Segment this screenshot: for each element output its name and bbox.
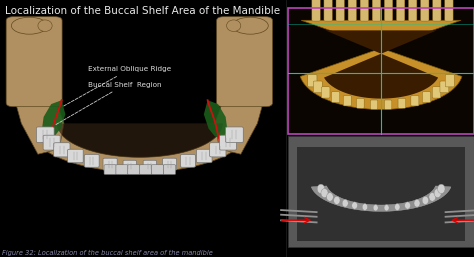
FancyBboxPatch shape xyxy=(163,158,177,170)
FancyBboxPatch shape xyxy=(196,149,212,163)
FancyBboxPatch shape xyxy=(433,0,441,21)
FancyBboxPatch shape xyxy=(6,17,62,107)
FancyBboxPatch shape xyxy=(308,75,317,87)
Ellipse shape xyxy=(438,184,445,194)
FancyBboxPatch shape xyxy=(409,0,417,21)
FancyBboxPatch shape xyxy=(398,98,406,108)
Text: Buccal Shelf  Region: Buccal Shelf Region xyxy=(56,82,161,125)
FancyBboxPatch shape xyxy=(128,165,140,175)
FancyBboxPatch shape xyxy=(420,0,429,21)
Text: Figure 32: Localization of the buccal shelf area of the mandible: Figure 32: Localization of the buccal sh… xyxy=(2,250,213,256)
Ellipse shape xyxy=(362,204,367,210)
Ellipse shape xyxy=(414,199,420,207)
Ellipse shape xyxy=(317,184,325,194)
Ellipse shape xyxy=(429,193,436,201)
FancyBboxPatch shape xyxy=(360,0,369,21)
FancyBboxPatch shape xyxy=(384,0,393,21)
FancyBboxPatch shape xyxy=(372,0,381,21)
FancyBboxPatch shape xyxy=(312,0,320,21)
FancyBboxPatch shape xyxy=(103,158,117,170)
Ellipse shape xyxy=(373,205,378,211)
FancyBboxPatch shape xyxy=(104,165,116,175)
FancyBboxPatch shape xyxy=(226,127,243,142)
FancyBboxPatch shape xyxy=(217,17,273,107)
FancyBboxPatch shape xyxy=(356,98,364,108)
FancyBboxPatch shape xyxy=(331,92,340,103)
Polygon shape xyxy=(14,98,64,154)
FancyBboxPatch shape xyxy=(445,0,453,21)
Ellipse shape xyxy=(11,17,47,34)
FancyBboxPatch shape xyxy=(84,154,99,167)
Text: Localization of the Buccal Shelf Area of the Mandible: Localization of the Buccal Shelf Area of… xyxy=(5,6,280,16)
FancyBboxPatch shape xyxy=(116,165,128,175)
Ellipse shape xyxy=(395,204,400,210)
Polygon shape xyxy=(215,98,264,154)
FancyBboxPatch shape xyxy=(68,149,83,163)
FancyBboxPatch shape xyxy=(313,81,322,93)
FancyBboxPatch shape xyxy=(210,143,226,157)
Bar xyxy=(288,8,474,134)
Polygon shape xyxy=(311,186,451,211)
FancyBboxPatch shape xyxy=(336,0,345,21)
FancyBboxPatch shape xyxy=(139,165,152,175)
FancyBboxPatch shape xyxy=(445,75,455,87)
Ellipse shape xyxy=(321,189,328,198)
FancyBboxPatch shape xyxy=(370,100,378,109)
Ellipse shape xyxy=(232,17,268,34)
FancyBboxPatch shape xyxy=(36,127,54,142)
Polygon shape xyxy=(57,123,223,157)
Polygon shape xyxy=(28,123,251,172)
FancyBboxPatch shape xyxy=(181,154,195,167)
Text: External Oblique Ridge: External Oblique Ridge xyxy=(63,66,171,107)
Ellipse shape xyxy=(422,196,428,204)
Polygon shape xyxy=(324,30,438,99)
FancyBboxPatch shape xyxy=(348,0,356,21)
Ellipse shape xyxy=(384,205,389,211)
Ellipse shape xyxy=(327,193,333,201)
Polygon shape xyxy=(42,100,65,139)
Ellipse shape xyxy=(334,196,340,204)
FancyBboxPatch shape xyxy=(43,135,60,150)
FancyBboxPatch shape xyxy=(396,0,405,21)
FancyBboxPatch shape xyxy=(163,165,175,175)
FancyBboxPatch shape xyxy=(411,96,419,106)
FancyBboxPatch shape xyxy=(432,87,441,98)
FancyBboxPatch shape xyxy=(384,100,392,109)
Polygon shape xyxy=(300,20,462,109)
Ellipse shape xyxy=(352,202,357,209)
FancyBboxPatch shape xyxy=(440,81,449,93)
FancyBboxPatch shape xyxy=(143,160,156,172)
FancyBboxPatch shape xyxy=(343,96,351,106)
Ellipse shape xyxy=(405,202,410,209)
Polygon shape xyxy=(204,100,228,139)
FancyBboxPatch shape xyxy=(123,160,137,172)
Ellipse shape xyxy=(434,189,441,198)
FancyBboxPatch shape xyxy=(321,87,330,98)
FancyBboxPatch shape xyxy=(324,0,332,21)
Bar xyxy=(288,136,474,247)
Ellipse shape xyxy=(38,20,52,31)
Bar xyxy=(298,147,465,241)
FancyBboxPatch shape xyxy=(422,92,431,103)
Ellipse shape xyxy=(342,199,348,207)
Ellipse shape xyxy=(227,20,241,31)
FancyBboxPatch shape xyxy=(54,143,70,157)
FancyBboxPatch shape xyxy=(219,135,237,150)
FancyBboxPatch shape xyxy=(152,165,164,175)
Bar xyxy=(288,8,474,134)
